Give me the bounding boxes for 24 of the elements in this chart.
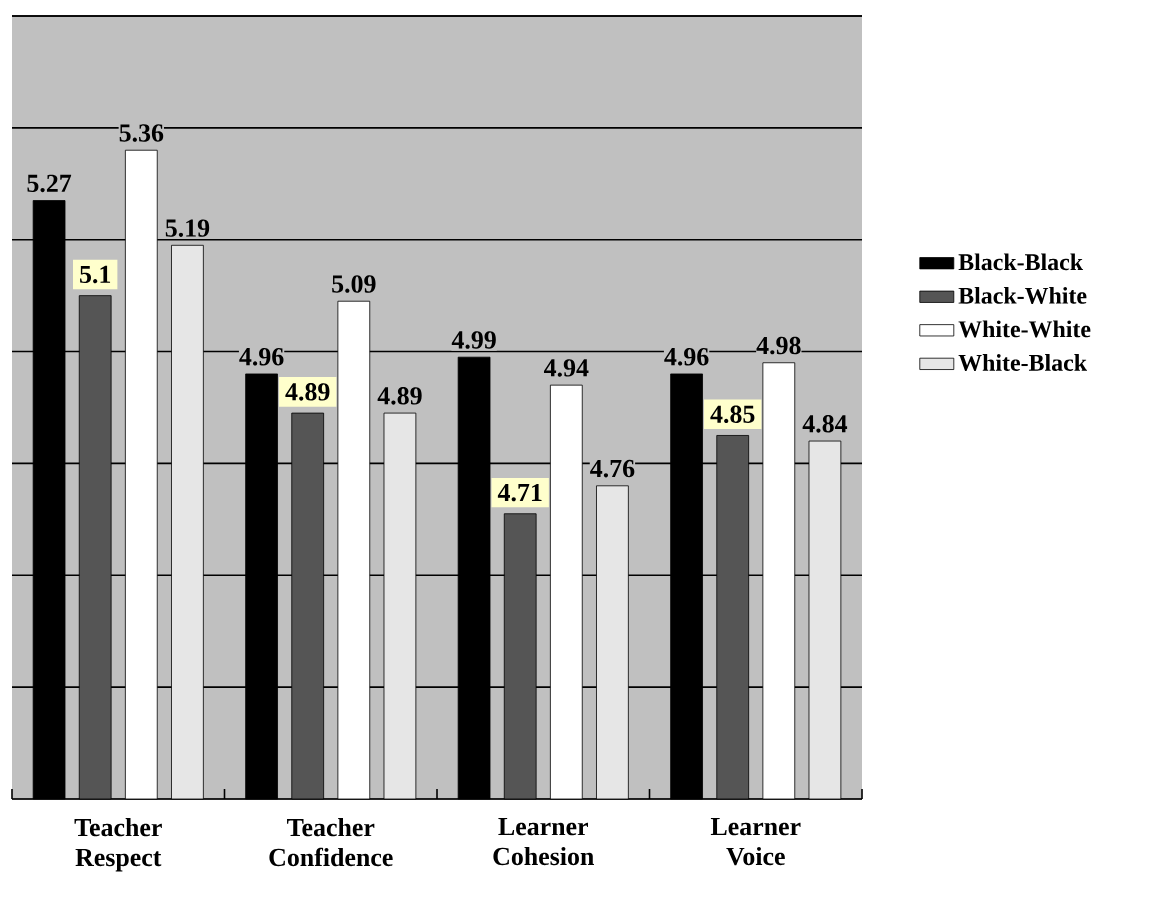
data-label: 4.84 (802, 415, 848, 433)
data-label: 4.99 (451, 331, 496, 349)
data-label: 5.36 (119, 124, 164, 142)
data-label: 4.94 (543, 359, 589, 377)
data-label: 4.96 (664, 348, 709, 366)
x-tick-label: Teacher Confidence (269, 818, 393, 867)
x-tick-label: Learner Voice (710, 818, 801, 866)
legend-label: Black-Black (958, 253, 1084, 271)
data-label: 5.09 (332, 275, 376, 293)
data-label: 4.96 (239, 348, 284, 366)
x-tick-label: Teacher Respect (74, 818, 162, 872)
data-label: 4.76 (590, 459, 635, 478)
data-label: 5.1 (80, 265, 111, 284)
legend-label: Black-White (958, 286, 1087, 304)
data-label: 5.19 (165, 219, 210, 237)
legend-label: White-White (958, 320, 1091, 338)
data-label: 4.89 (377, 387, 422, 405)
data-label: 4.85 (710, 405, 755, 424)
data-label: 4.89 (285, 383, 330, 401)
legend-label: White-Black (958, 354, 1087, 372)
data-label: 4.71 (497, 483, 542, 502)
data-label: 5.27 (27, 174, 72, 193)
data-label: 4.98 (756, 336, 801, 355)
x-tick-label: Learner Cohesion (493, 818, 594, 866)
